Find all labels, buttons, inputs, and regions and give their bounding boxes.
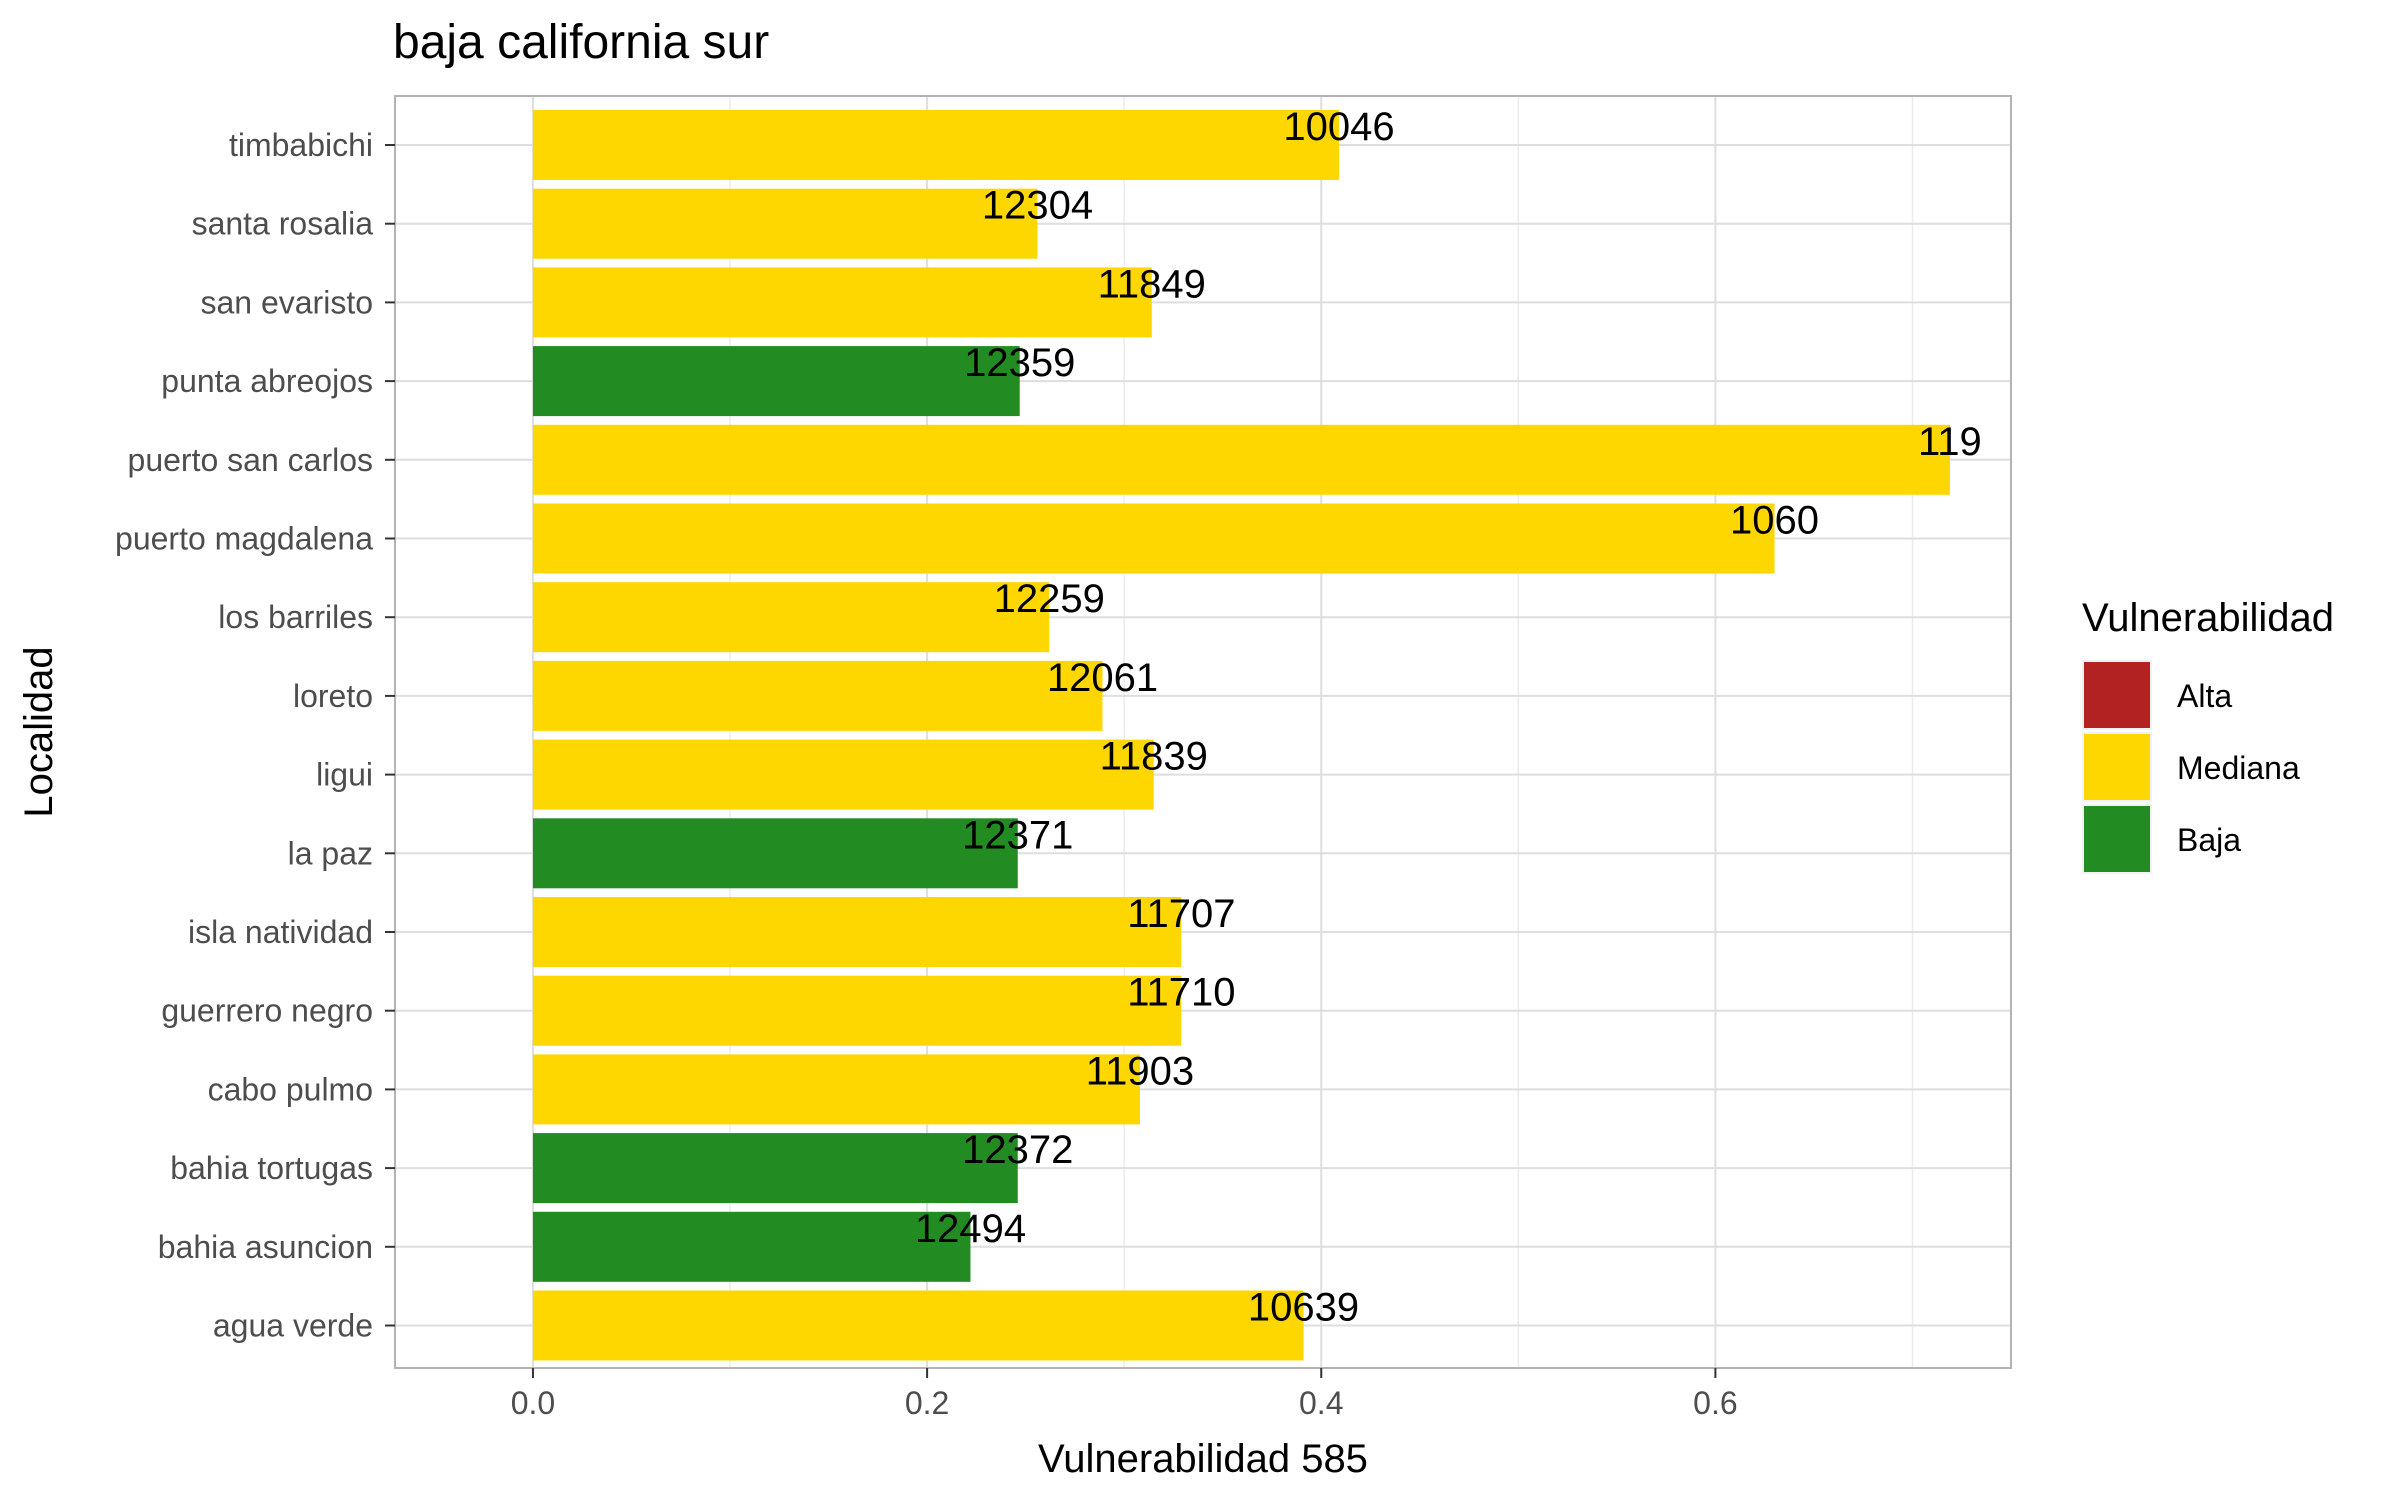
y-tick-label: san evaristo bbox=[200, 284, 373, 320]
plot-border bbox=[394, 95, 2012, 1369]
bar-value-label: 12494 bbox=[915, 1207, 1026, 1251]
y-tick-label: bahia tortugas bbox=[170, 1150, 373, 1186]
y-tick-label: cabo pulmo bbox=[208, 1071, 373, 1107]
bar-value-label: 12061 bbox=[1047, 656, 1158, 700]
x-tick-label: 0.0 bbox=[511, 1385, 555, 1421]
bar bbox=[532, 975, 1182, 1046]
x-tick-label: 0.6 bbox=[1693, 1385, 1737, 1421]
bar-value-label: 12304 bbox=[982, 184, 1093, 228]
legend-swatch-mediana bbox=[2084, 734, 2150, 800]
y-axis-ticks: timbabichi santa rosalia san evaristo punta… bbox=[115, 127, 395, 1344]
bar-value-label: 11903 bbox=[1086, 1049, 1194, 1093]
bar-value-label: 11710 bbox=[1127, 971, 1235, 1015]
bar bbox=[532, 1133, 1018, 1204]
y-tick-label: los barriles bbox=[218, 599, 373, 635]
bar-value-label: 10639 bbox=[1248, 1286, 1359, 1330]
bar-value-label: 10046 bbox=[1283, 105, 1394, 149]
legend-swatch-alta bbox=[2084, 662, 2150, 728]
bar bbox=[532, 346, 1020, 417]
bar-value-label: 11849 bbox=[1098, 262, 1206, 306]
bar-value-label: 12359 bbox=[964, 341, 1075, 385]
bar bbox=[532, 897, 1182, 967]
y-tick-label: la paz bbox=[288, 835, 373, 871]
x-axis-ticks: 0.0 0.2 0.4 0.6 bbox=[511, 1368, 1738, 1421]
y-tick-label: santa rosalia bbox=[192, 206, 374, 242]
bar bbox=[532, 267, 1152, 338]
bar-value-label: 1060 bbox=[1730, 499, 1819, 543]
x-tick-label: 0.4 bbox=[1299, 1385, 1343, 1421]
y-tick-label: punta abreojos bbox=[161, 363, 373, 399]
x-tick-label: 0.2 bbox=[905, 1385, 949, 1421]
bar bbox=[532, 110, 1339, 180]
bar-value-label: 11839 bbox=[1100, 735, 1208, 779]
bar-value-label: 12372 bbox=[962, 1128, 1073, 1172]
bar bbox=[532, 660, 1103, 731]
bar bbox=[532, 582, 1050, 653]
y-tick-label: timbabichi bbox=[229, 127, 373, 163]
y-tick-label: puerto san carlos bbox=[128, 442, 373, 478]
y-tick-label: guerrero negro bbox=[161, 993, 373, 1029]
chart-title: baja california sur bbox=[393, 16, 769, 69]
y-axis-title: Localidad bbox=[17, 646, 61, 817]
bar-value-label: 12371 bbox=[962, 813, 1073, 857]
bar bbox=[532, 818, 1018, 889]
y-tick-label: isla natividad bbox=[188, 914, 373, 950]
bar bbox=[532, 1211, 971, 1282]
y-tick-label: ligui bbox=[316, 757, 373, 793]
legend-title: Vulnerabilidad bbox=[2082, 596, 2334, 640]
legend-label-alta: Alta bbox=[2177, 678, 2232, 714]
y-tick-label: agua verde bbox=[213, 1308, 373, 1344]
x-axis-title: Vulnerabilidad 585 bbox=[1038, 1437, 1368, 1481]
y-tick-label: loreto bbox=[293, 678, 373, 714]
y-tick-label: puerto magdalena bbox=[115, 521, 373, 557]
legend-swatch-baja bbox=[2084, 806, 2150, 872]
y-tick-label: bahia asuncion bbox=[158, 1229, 373, 1265]
bar-value-label: 119 bbox=[1918, 420, 1982, 464]
bar bbox=[532, 188, 1038, 259]
bars bbox=[532, 110, 1950, 1361]
bar bbox=[532, 739, 1154, 810]
bar bbox=[532, 424, 1950, 495]
legend-label-baja: Baja bbox=[2177, 822, 2241, 858]
legend: Vulnerabilidad Alta Mediana Baja bbox=[2082, 596, 2334, 874]
bar bbox=[532, 1054, 1140, 1125]
bar-value-label: 12259 bbox=[994, 577, 1105, 621]
bar-value-label: 11707 bbox=[1127, 892, 1235, 936]
legend-label-mediana: Mediana bbox=[2177, 750, 2300, 786]
bar bbox=[532, 1290, 1304, 1361]
bar bbox=[532, 503, 1775, 574]
